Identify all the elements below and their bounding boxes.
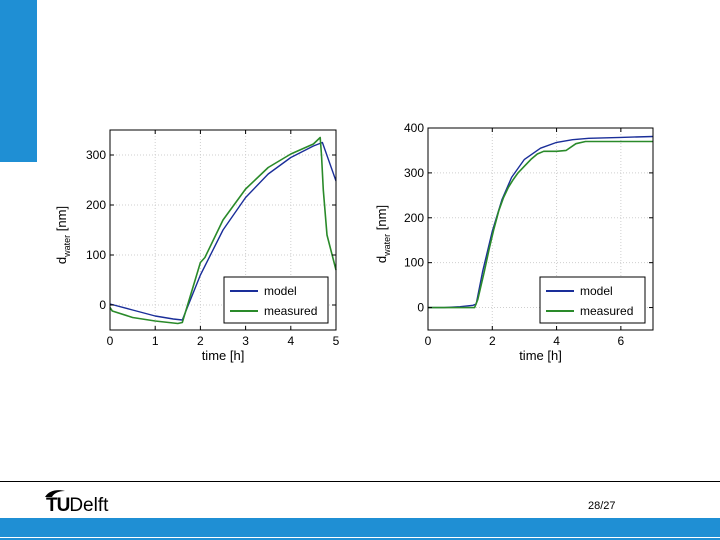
x-tick-label: 5 [333,334,340,348]
y-tick-label: 100 [404,256,424,270]
series-model [428,135,654,309]
logo-delft-text: Delft [69,495,109,516]
y-tick-label: 100 [86,248,106,262]
x-axis-label: time [h] [202,348,245,363]
y-tick-label: 400 [404,121,424,135]
legend-box [539,276,646,324]
plot-frame [427,127,654,331]
legend-label-measured: measured [580,304,633,318]
logo-tu-text: TU [46,495,70,516]
series-model [109,141,337,321]
y-axis-label: dwater [nm] [374,205,392,263]
y-tick-label: 0 [417,301,424,315]
x-tick-label: 0 [107,334,114,348]
accent-bar [0,0,37,162]
x-tick-label: 4 [553,334,560,348]
y-axis-label: dwater [nm] [54,206,72,264]
x-axis-label: time [h] [519,348,562,363]
x-tick-label: 6 [618,334,625,348]
tudelft-logo: TUDelft [46,495,108,517]
x-tick-label: 2 [197,334,204,348]
legend-label-model: model [264,284,297,298]
page-number: 28/27 [588,500,616,512]
plot-frame [109,129,337,331]
legend-box [223,276,329,324]
bottom-band [0,518,720,540]
y-tick-label: 300 [404,166,424,180]
y-tick-label: 0 [99,298,106,312]
series-measured [428,140,653,309]
y-tick-label: 200 [404,211,424,225]
series-measured [109,136,337,325]
chart-1: 0 1 2 3 4 5 0 100 200 300 time [h] dwater [nm] model… [54,129,340,363]
tudelft-flame-icon [45,490,65,497]
x-tick-label: 2 [489,334,496,348]
y-tick-label: 300 [86,148,106,162]
y-tick-label: 200 [86,198,106,212]
legend-label-measured: measured [264,304,317,318]
x-tick-label: 1 [152,334,159,348]
legend-label-model: model [580,284,613,298]
x-tick-label: 3 [242,334,249,348]
x-tick-label: 0 [425,334,432,348]
chart-2: 0 2 4 6 0 100 200 300 400 time [h] dwater [nm] mode… [374,121,654,363]
footer-divider [0,481,720,482]
x-tick-label: 4 [287,334,294,348]
